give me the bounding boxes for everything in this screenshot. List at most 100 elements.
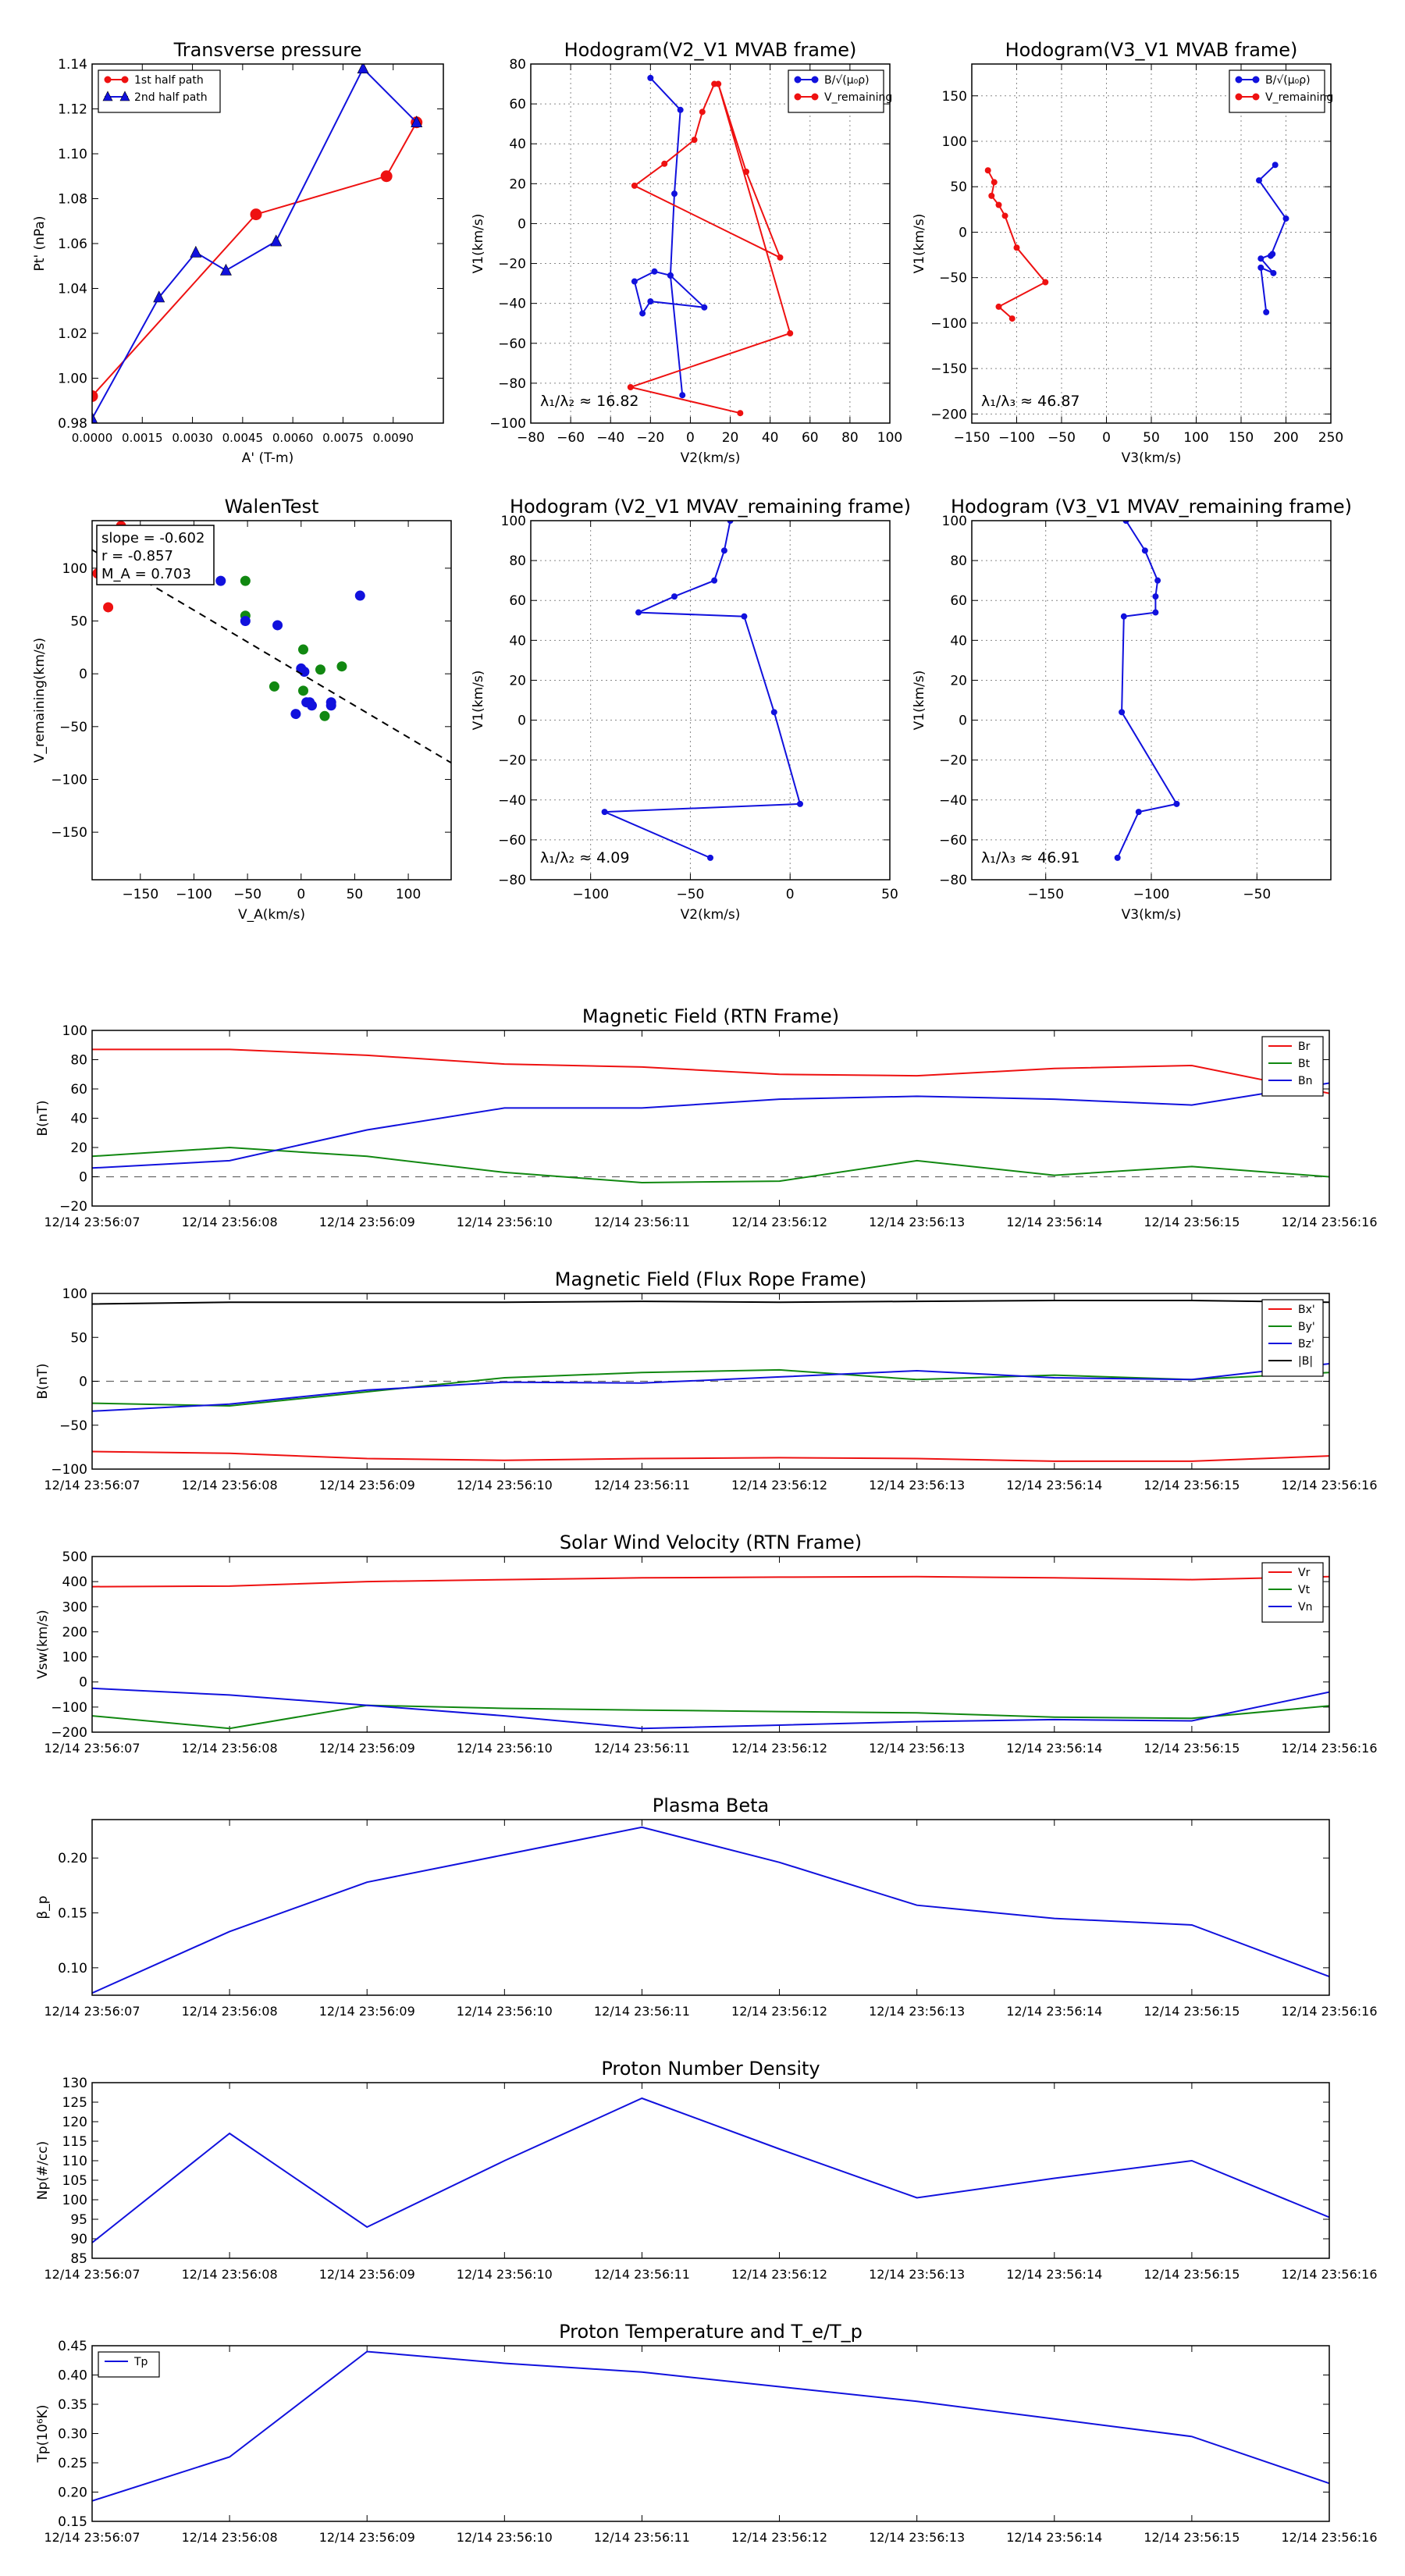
- x-tick-label: 12/14 23:56:16: [1281, 1478, 1377, 1493]
- y-tick-label: 0: [518, 216, 526, 232]
- y-tick-label: 0.15: [58, 2514, 87, 2530]
- x-tick-label: −50: [676, 887, 704, 902]
- data-point: [995, 201, 1002, 208]
- series-group: [92, 1300, 1329, 1462]
- scatter-point: [290, 709, 301, 720]
- y-tick-label: 85: [70, 2251, 87, 2267]
- data-point: [1141, 547, 1148, 554]
- plot-area: [92, 2083, 1329, 2258]
- data-point: [631, 182, 638, 189]
- data-point: [679, 392, 686, 399]
- y-tick-label: 0: [79, 1675, 87, 1691]
- x-tick-label: 0.0060: [272, 431, 314, 445]
- x-tick-label: 60: [802, 430, 819, 446]
- chart-title: Plasma Beta: [653, 1795, 769, 1816]
- chart-density: 12/14 23:56:07 12/14 23:56:08 12/14 23:56:…: [35, 2058, 1378, 2282]
- y-tick-label: 20: [950, 673, 967, 688]
- data-point: [1119, 709, 1126, 716]
- series-group: [601, 521, 803, 861]
- chart-temperature: 12/14 23:56:07 12/14 23:56:08 12/14 23:56:…: [35, 2321, 1378, 2545]
- legend-label: Bt: [1298, 1058, 1311, 1070]
- x-tick-label: 12/14 23:56:13: [869, 2267, 965, 2282]
- y-tick-label: 20: [509, 176, 526, 192]
- y-tick-label: 95: [70, 2212, 87, 2228]
- x-tick-label: 12/14 23:56:07: [44, 2530, 140, 2545]
- data-point: [627, 384, 634, 390]
- data-point: [1272, 162, 1279, 169]
- y-axis-label: V1(km/s): [471, 214, 486, 274]
- scatter-point: [325, 700, 336, 711]
- x-tick-label: 12/14 23:56:16: [1281, 2530, 1377, 2545]
- legend: Br Bt Bn: [1261, 1036, 1324, 1097]
- chart-title: Magnetic Field (Flux Rope Frame): [555, 1268, 866, 1290]
- data-point: [601, 809, 608, 816]
- scatter-point: [298, 685, 309, 696]
- data-point: [811, 93, 819, 101]
- legend: 1st half path 2nd half path: [98, 69, 221, 113]
- y-tick-label: 0.40: [58, 2368, 87, 2384]
- y-tick-label: 0.25: [58, 2456, 87, 2471]
- x-tick-label: 12/14 23:56:13: [869, 1478, 965, 1493]
- data-point: [667, 272, 674, 279]
- data-point: [1114, 854, 1121, 861]
- series-line: [92, 1450, 1329, 1462]
- chart-title: WalenTest: [225, 496, 319, 518]
- data-point: [1042, 279, 1049, 286]
- legend-label: Bx': [1298, 1304, 1315, 1316]
- y-tick-label: −20: [939, 753, 967, 769]
- y-tick-label: 90: [70, 2232, 87, 2247]
- x-tick-label: 12/14 23:56:14: [1006, 1741, 1102, 1756]
- series-line: [92, 2097, 1329, 2243]
- scatter-point: [299, 666, 310, 677]
- legend-label: Br: [1298, 1041, 1311, 1053]
- data-point: [104, 76, 112, 84]
- scatter-point: [269, 681, 279, 692]
- y-tick-label: 1.12: [58, 102, 87, 118]
- chart-title: Proton Number Density: [601, 2058, 820, 2080]
- data-point: [1152, 593, 1159, 600]
- y-tick-label: −20: [498, 257, 526, 272]
- y-tick-label: −50: [939, 271, 967, 286]
- data-point: [380, 170, 393, 183]
- chart-hodo31v: −150 −100 −50 −80 −60 −40 −20 0 20 40 60 80 100Hodog…: [912, 496, 1352, 923]
- data-point: [699, 109, 706, 116]
- y-axis-label: B(nT): [35, 1100, 51, 1136]
- y-tick-label: 80: [70, 1053, 87, 1069]
- x-tick-label: −40: [596, 430, 624, 446]
- y-tick-label: 100: [62, 561, 87, 577]
- x-tick-label: 20: [722, 430, 739, 446]
- data-point: [1257, 264, 1264, 271]
- legend: Tp: [98, 2351, 160, 2378]
- legend-label: Tp: [133, 2356, 148, 2368]
- series-group: [92, 1826, 1329, 1994]
- x-tick-label: 12/14 23:56:11: [594, 1215, 690, 1229]
- x-tick-label: 12/14 23:56:13: [869, 1215, 965, 1229]
- y-tick-label: 100: [501, 514, 526, 529]
- scatter-point: [103, 602, 114, 613]
- data-point: [635, 609, 642, 616]
- y-tick-label: 0: [79, 667, 87, 682]
- x-tick-label: 12/14 23:56:14: [1006, 2267, 1102, 2282]
- y-tick-label: −40: [498, 793, 526, 809]
- x-tick-label: 12/14 23:56:07: [44, 2267, 140, 2282]
- x-tick-label: −100: [998, 430, 1035, 446]
- plot-area: [531, 521, 890, 880]
- legend-label: B/√(μ₀ρ): [824, 74, 870, 87]
- y-tick-label: 60: [509, 593, 526, 609]
- legend-label: 1st half path: [134, 74, 204, 87]
- x-tick-label: 12/14 23:56:10: [457, 2267, 553, 2282]
- chart-beta: 12/14 23:56:07 12/14 23:56:08 12/14 23:56:…: [35, 1795, 1378, 2019]
- x-tick-label: 0: [297, 887, 305, 902]
- x-tick-label: 12/14 23:56:10: [457, 2530, 553, 2545]
- y-tick-label: 0.15: [58, 1906, 87, 1922]
- x-tick-label: 50: [347, 887, 364, 902]
- data-point: [741, 613, 748, 620]
- chart-bfield_fr: 12/14 23:56:07 12/14 23:56:08 12/14 23:56:…: [35, 1268, 1378, 1493]
- legend-label: 2nd half path: [134, 91, 208, 104]
- x-tick-label: 12/14 23:56:08: [182, 2004, 278, 2019]
- y-tick-label: −100: [51, 1700, 87, 1716]
- x-tick-label: 0.0015: [122, 431, 163, 445]
- chart-hodo21: −80 −60 −40 −20 0 20 40 60 80 100−100−80−60−40−20…: [471, 39, 902, 466]
- chart-title: Hodogram(V2_V1 MVAB frame): [564, 39, 857, 61]
